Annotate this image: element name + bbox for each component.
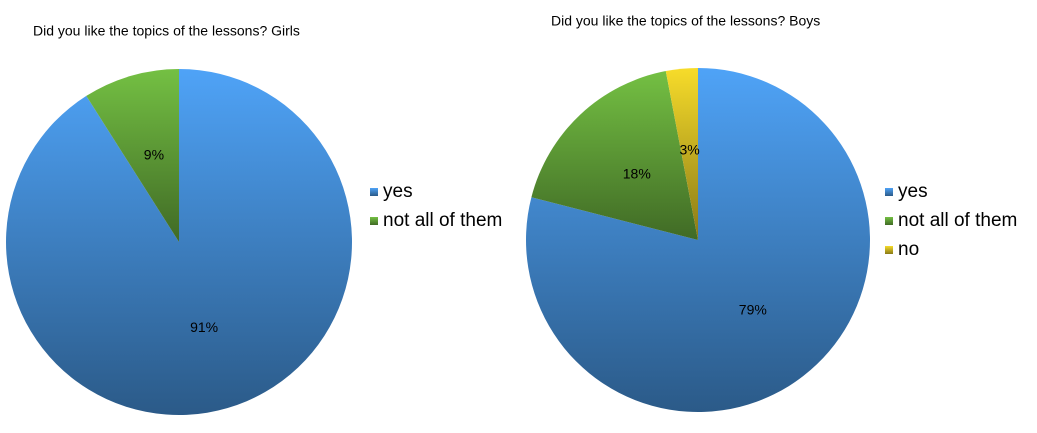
legend-label: no xyxy=(898,239,919,260)
legend-marker xyxy=(370,217,378,225)
legend-marker xyxy=(885,217,893,225)
pie-slice xyxy=(531,71,698,240)
legend-marker xyxy=(885,188,893,196)
legend-marker xyxy=(885,246,893,254)
chart-title: Did you like the topics of the lessons? … xyxy=(33,23,300,39)
pie-slice xyxy=(86,69,179,242)
data-label: 9% xyxy=(144,146,164,162)
data-label: 91% xyxy=(190,319,218,335)
legend-label: not all of them xyxy=(383,210,502,231)
legend-label: yes xyxy=(898,181,928,202)
data-label: 18% xyxy=(623,166,651,182)
legend-marker xyxy=(370,188,378,196)
data-label: 79% xyxy=(739,301,767,317)
pie-slice xyxy=(5,69,352,415)
chart-title: Did you like the topics of the lessons? … xyxy=(551,13,820,29)
data-label: 3% xyxy=(679,142,699,158)
legend-label: yes xyxy=(383,181,413,202)
legend-label: not all of them xyxy=(898,210,1017,231)
pie-slice xyxy=(665,68,698,240)
